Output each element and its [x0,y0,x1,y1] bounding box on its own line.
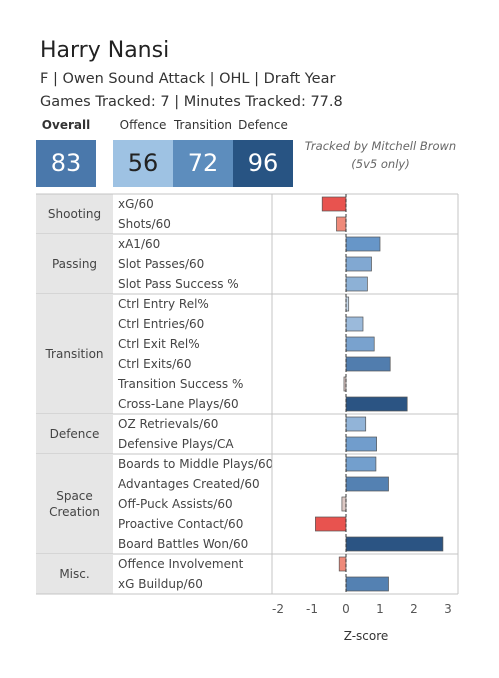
group-label: Space [56,489,93,503]
zscore-bar [345,276,368,292]
x-tick-label: 1 [376,602,384,616]
zscore-bar [345,536,444,552]
metric-label: xG Buildup/60 [118,577,203,591]
group-label: Passing [52,257,97,271]
metric-label: Defensive Plays/CA [118,437,234,451]
zscore-bar [345,456,377,472]
group-band [36,454,113,554]
player-subtitle: F | Owen Sound Attack | OHL | Draft Year [40,71,336,87]
player-name: Harry Nansi [40,38,170,63]
group-band [36,234,113,294]
offence-score: 56 [113,140,173,187]
transition-label: Transition [173,118,233,132]
zscore-bar [341,496,347,512]
zscore-bar [345,356,391,372]
overall-label: Overall [41,118,91,132]
x-tick-label: 3 [444,602,452,616]
metric-label: Advantages Created/60 [118,477,260,491]
group-band [36,294,113,414]
tracked-by-scope: (5v5 only) [351,157,410,171]
zscore-bar [345,576,389,592]
zscore-bar [345,476,389,492]
group-label: Shooting [48,207,101,221]
defence-label: Defence [238,118,288,132]
group-band [36,554,113,594]
group-band [36,194,113,234]
group-label: Defence [50,427,100,441]
tracked-by-line: Tracked by Mitchell Brown [304,139,457,153]
metric-label: Ctrl Exit Rel% [118,337,200,351]
zscore-bar [345,256,372,272]
x-tick-label: -1 [306,602,318,616]
metric-label: xA1/60 [118,237,160,251]
zscore-bar [345,336,375,352]
metric-label: Ctrl Entry Rel% [118,297,209,311]
x-axis-label: Z-score [344,629,389,643]
metric-label: Ctrl Exits/60 [118,357,191,371]
group-label: Misc. [59,567,89,581]
metric-label: Off-Puck Assists/60 [118,497,233,511]
tracked-summary: Games Tracked: 7 | Minutes Tracked: 77.8 [40,94,343,110]
zscore-bar [345,236,381,252]
metric-label: Boards to Middle Plays/60 [118,457,273,471]
x-tick-label: 0 [342,602,350,616]
group-label: Creation [49,505,100,519]
x-tick-label: -2 [272,602,284,616]
metric-label: Cross-Lane Plays/60 [118,397,239,411]
metric-label: Slot Passes/60 [118,257,204,271]
metric-label: Shots/60 [118,217,171,231]
metric-label: OZ Retrievals/60 [118,417,218,431]
offence-label: Offence [119,118,167,132]
metric-label: Board Battles Won/60 [118,537,248,551]
zscore-bar [321,196,347,212]
zscore-bar [345,416,367,432]
group-label: Transition [44,347,103,361]
group-band [36,414,113,454]
zscore-bar [345,436,377,452]
metric-label: Offence Involvement [118,557,244,571]
zscore-bar [338,556,347,572]
x-tick-label: 2 [410,602,418,616]
metric-label: Slot Pass Success % [118,277,239,291]
zscore-bar [345,316,364,332]
zscore-bar [315,516,347,532]
metric-label: Transition Success % [117,377,243,391]
transition-score: 72 [173,140,233,187]
metric-label: xG/60 [118,197,154,211]
overall-score: 83 [36,140,96,187]
zscore-bar [345,396,408,412]
metric-label: Ctrl Entries/60 [118,317,204,331]
metric-label: Proactive Contact/60 [118,517,243,531]
zscore-bar [336,216,347,232]
defence-score: 96 [233,140,293,187]
tracked-by-note: Tracked by Mitchell Brown (5v5 only) [298,137,463,173]
